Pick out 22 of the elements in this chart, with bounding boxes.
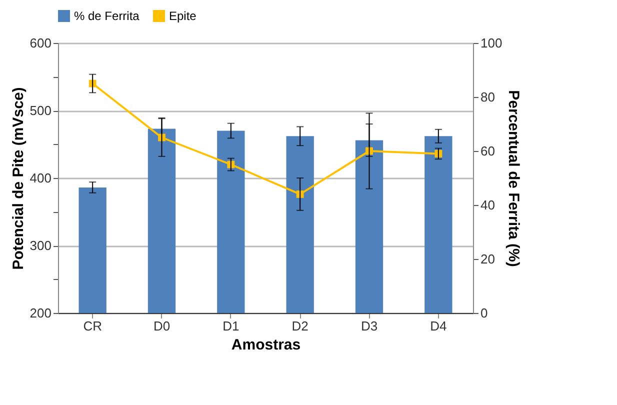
x-tick-label: D0 (153, 318, 170, 334)
y-axis-title: Potencial de Pite (mVsce) (10, 87, 27, 270)
y2-tick-label: 0 (480, 306, 488, 320)
y-tick-label: 500 (30, 103, 52, 118)
x-axis-title: Amostras (231, 336, 301, 354)
y2-tick-label: 40 (480, 198, 495, 212)
legend-label: % de Ferrita (74, 9, 140, 23)
x-tick-label: CR (83, 318, 102, 334)
x-tick-label: D1 (222, 318, 240, 334)
x-tick-label: D2 (292, 318, 308, 334)
y2-tick-label: 20 (480, 252, 495, 266)
y-tick-label: 200 (30, 306, 52, 320)
x-tick-label: D3 (360, 318, 378, 334)
y2-tick-label: 60 (480, 144, 495, 158)
legend-label: Epite (169, 9, 197, 23)
x-tick-label: D4 (430, 318, 447, 334)
y-tick-label: 300 (30, 238, 52, 253)
y2-axis-title: Percentual de Ferrita (%) (505, 90, 522, 267)
y2-tick-label: 80 (480, 90, 495, 104)
y2-tick-label: 100 (480, 36, 502, 50)
y-tick-label: 600 (30, 36, 52, 50)
y-tick-label: 400 (30, 170, 52, 186)
